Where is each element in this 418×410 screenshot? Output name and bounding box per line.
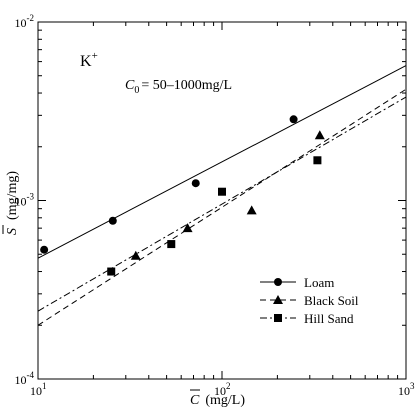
point-loam	[191, 179, 200, 188]
tick-labels: 101 102 103 10-4 10-3 10-2	[15, 13, 416, 398]
point-black-soil	[246, 205, 257, 215]
fit-line-loam	[37, 65, 407, 259]
fit-line-black-soil	[37, 88, 407, 326]
ion-annotation: K+	[80, 50, 98, 70]
legend-label-loam: Loam	[304, 275, 334, 290]
point-hill-sand	[107, 267, 116, 276]
x-tick-label: 102	[214, 381, 231, 398]
svg-text:S(mg/mg): S (mg/mg)	[5, 171, 20, 235]
fit-lines	[37, 65, 407, 326]
major-ticks	[37, 21, 407, 380]
legend: Loam Black Soil Hill Sand	[260, 275, 359, 326]
point-black-soil	[182, 223, 193, 233]
fit-line-hill-sand	[37, 96, 407, 312]
point-loam	[40, 245, 49, 254]
legend-marker-black-soil	[273, 295, 283, 304]
point-loam	[108, 216, 117, 225]
point-black-soil	[314, 130, 325, 140]
point-hill-sand	[218, 187, 226, 196]
x-axis-label: C (mg/L)	[190, 389, 245, 408]
x-axis-symbol: C	[190, 393, 200, 408]
legend-marker-hill-sand	[274, 314, 282, 322]
y-axis-label: S (mg/mg)	[2, 171, 20, 235]
y-tick-label: 10-2	[15, 13, 35, 30]
legend-label-black-soil: Black Soil	[304, 293, 359, 308]
minor-ticks	[38, 22, 406, 379]
data-markers	[40, 115, 325, 276]
x-axis-unit: (mg/L)	[205, 393, 245, 408]
x-tick-label: 101	[30, 381, 47, 398]
x-tick-label: 103	[398, 381, 415, 398]
svg-text:C(mg/L): C (mg/L)	[190, 393, 245, 408]
legend-marker-loam	[274, 278, 282, 286]
y-tick-label: 10-3	[15, 192, 35, 209]
y-axis-symbol: S	[5, 228, 20, 235]
point-black-soil	[130, 250, 141, 260]
y-axis-unit: (mg/mg)	[5, 171, 20, 220]
y-tick-label: 10-4	[15, 370, 35, 387]
point-hill-sand	[313, 156, 322, 165]
legend-label-hill-sand: Hill Sand	[304, 311, 354, 326]
point-loam	[289, 115, 298, 124]
c0-annotation: C0 = 50–1000mg/L	[125, 78, 232, 96]
point-hill-sand	[167, 240, 176, 249]
